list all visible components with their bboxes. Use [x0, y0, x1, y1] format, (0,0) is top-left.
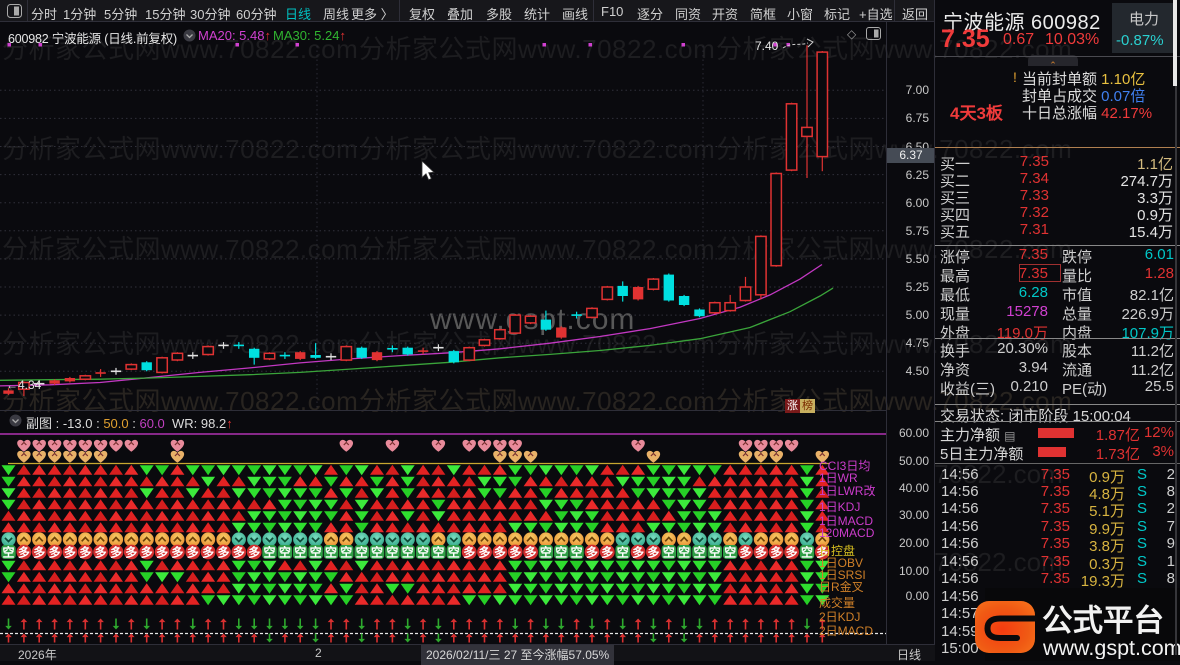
svg-text:空: 空 [709, 544, 721, 559]
svg-text:空: 空 [279, 544, 291, 559]
svg-text:空: 空 [432, 544, 444, 559]
svg-text:多: 多 [79, 544, 91, 559]
svg-text:空: 空 [555, 544, 567, 559]
svg-text:多: 多 [739, 544, 751, 559]
svg-text:空: 空 [693, 544, 705, 559]
svg-text:多: 多 [601, 544, 613, 559]
svg-text:多: 多 [156, 544, 168, 559]
svg-text:多: 多 [95, 544, 107, 559]
svg-text:多: 多 [202, 544, 214, 559]
svg-text:多: 多 [494, 544, 506, 559]
svg-text:空: 空 [678, 544, 690, 559]
svg-text:空: 空 [571, 544, 583, 559]
svg-text:多: 多 [64, 544, 76, 559]
svg-text:空: 空 [402, 544, 414, 559]
svg-text:多: 多 [632, 544, 644, 559]
svg-text:空: 空 [325, 544, 337, 559]
svg-text:多: 多 [125, 544, 137, 559]
svg-text:空: 空 [356, 544, 368, 559]
svg-text:多: 多 [478, 544, 490, 559]
svg-text:多: 多 [786, 544, 798, 559]
svg-text:空: 空 [263, 544, 275, 559]
svg-text:多: 多 [509, 544, 521, 559]
svg-text:多: 多 [110, 544, 122, 559]
svg-text:多: 多 [647, 544, 659, 559]
svg-text:空: 空 [2, 544, 14, 559]
svg-text:www.gspt.com: www.gspt.com [1042, 636, 1180, 659]
svg-text:多: 多 [187, 544, 199, 559]
svg-text:空: 空 [294, 544, 306, 559]
svg-text:多: 多 [49, 544, 61, 559]
svg-text:多: 多 [586, 544, 598, 559]
svg-text:空: 空 [340, 544, 352, 559]
svg-text:多: 多 [33, 544, 45, 559]
svg-text:空: 空 [386, 544, 398, 559]
svg-text:空: 空 [663, 544, 675, 559]
svg-text:多: 多 [816, 544, 828, 559]
svg-text:多: 多 [755, 544, 767, 559]
svg-text:空: 空 [371, 544, 383, 559]
svg-text:空: 空 [617, 544, 629, 559]
svg-text:多: 多 [463, 544, 475, 559]
svg-text:多: 多 [141, 544, 153, 559]
svg-text:多: 多 [525, 544, 537, 559]
svg-text:多: 多 [18, 544, 30, 559]
svg-text:空: 空 [417, 544, 429, 559]
svg-text:多: 多 [233, 544, 245, 559]
svg-text:多: 多 [171, 544, 183, 559]
svg-text:空: 空 [724, 544, 736, 559]
svg-text:公式平台: 公式平台 [1042, 604, 1164, 638]
svg-text:空: 空 [540, 544, 552, 559]
svg-text:空: 空 [801, 544, 813, 559]
svg-text:多: 多 [217, 544, 229, 559]
svg-text:空: 空 [310, 544, 322, 559]
svg-text:多: 多 [770, 544, 782, 559]
svg-text:多: 多 [248, 544, 260, 559]
svg-text:空: 空 [448, 544, 460, 559]
